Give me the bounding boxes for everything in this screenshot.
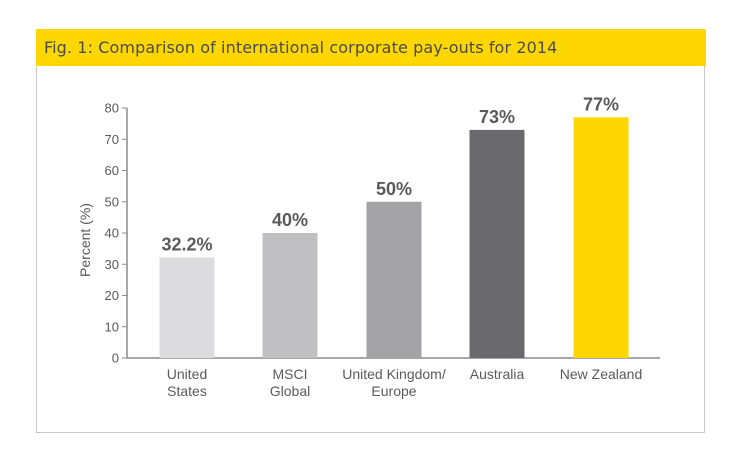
y-tick-label: 20: [105, 288, 119, 303]
figure-header-bar: Fig. 1: Comparison of international corp…: [36, 29, 706, 66]
bar: [469, 129, 525, 358]
bar-value-label: 50%: [376, 179, 412, 199]
bar: [262, 233, 318, 358]
x-tick-label: MSCI: [273, 366, 308, 382]
y-tick-label: 10: [105, 319, 119, 334]
y-tick-label: 50: [105, 194, 119, 209]
bar: [573, 117, 629, 358]
bars: [159, 117, 629, 358]
y-axis: 0 10 20 30 40 50 60 70 80: [105, 101, 660, 366]
bar-value-label: 73%: [479, 107, 515, 127]
x-tick-label: United Kingdom/: [342, 366, 446, 382]
bar-value-label: 32.2%: [161, 234, 212, 254]
x-tick-label: Global: [270, 383, 310, 399]
y-tick-label: 30: [105, 257, 119, 272]
value-labels: 32.2% 40% 50% 73% 77%: [161, 94, 619, 254]
x-tick-label: Europe: [371, 383, 416, 399]
y-tick-label: 80: [105, 101, 119, 116]
x-tick-label: United: [167, 366, 207, 382]
y-tick-label: 40: [105, 226, 119, 241]
figure-title: Fig. 1: Comparison of international corp…: [44, 38, 558, 57]
x-tick-label: Australia: [470, 366, 525, 382]
y-axis-label: Percent (%): [77, 203, 93, 277]
chart-frame: [36, 66, 705, 433]
y-tick-label: 70: [105, 132, 119, 147]
bar-value-label: 77%: [583, 94, 619, 114]
bar-value-label: 40%: [272, 210, 308, 230]
y-tick-label: 60: [105, 163, 119, 178]
x-tick-label: New Zealand: [560, 366, 643, 382]
bar: [159, 257, 215, 358]
x-tick-label: States: [167, 383, 207, 399]
y-tick-label: 0: [112, 351, 119, 366]
bar: [366, 201, 422, 358]
